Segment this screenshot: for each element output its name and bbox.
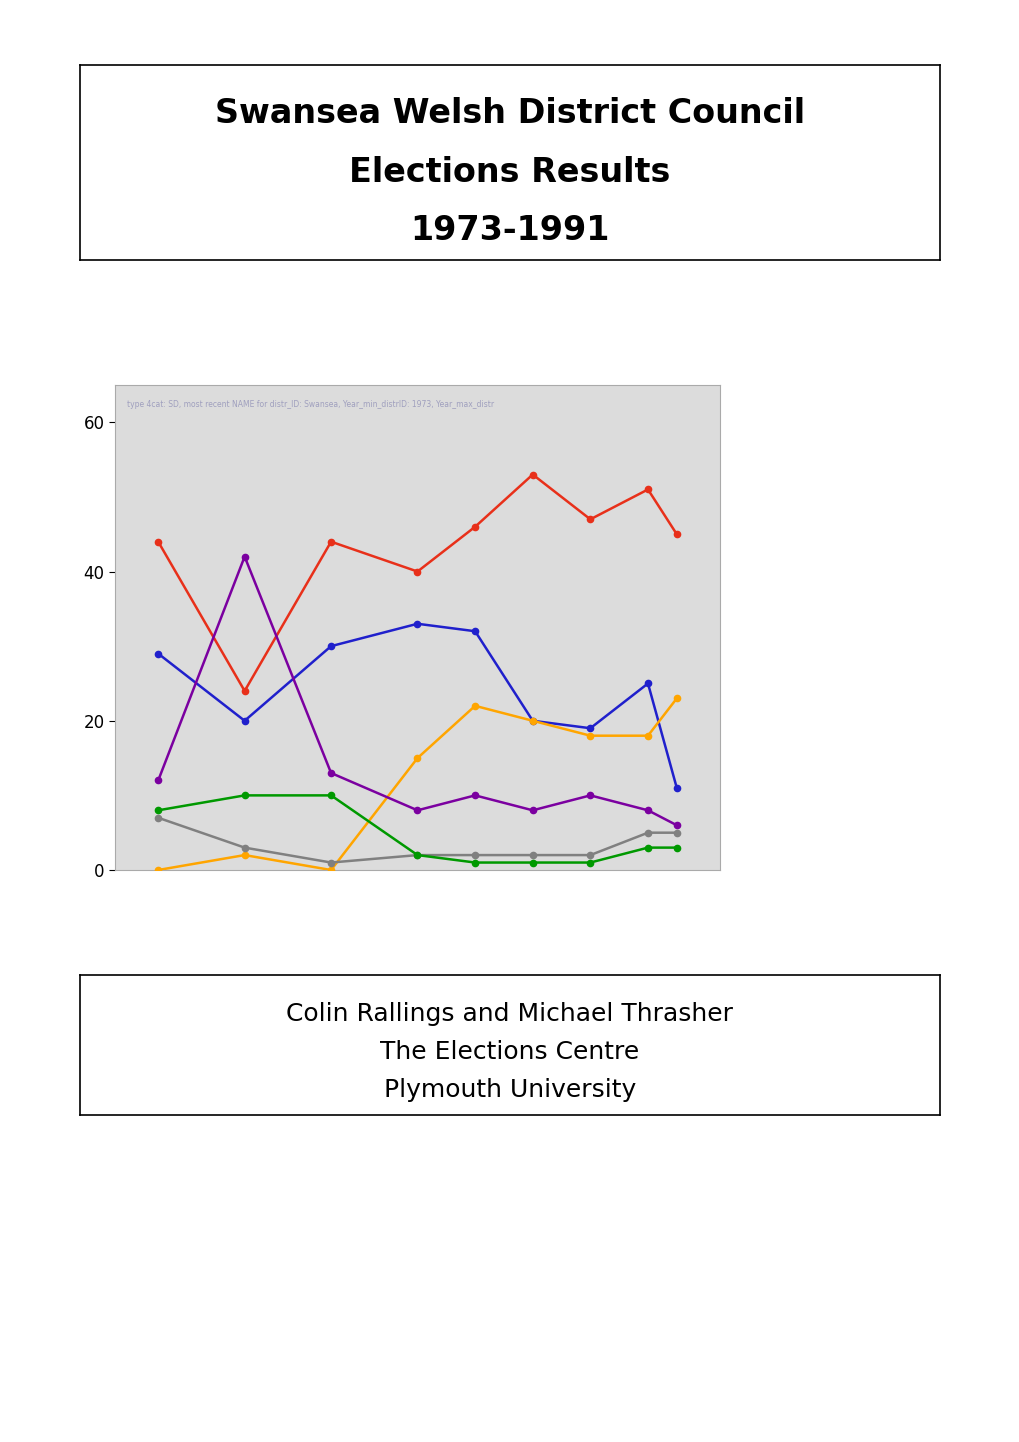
Text: type 4cat: SD, most recent NAME for distr_ID: Swansea, Year_min_distrID: 1973, Y: type 4cat: SD, most recent NAME for dist… bbox=[127, 399, 494, 408]
Text: The Elections Centre: The Elections Centre bbox=[380, 1040, 639, 1064]
Text: 1973-1991: 1973-1991 bbox=[410, 215, 609, 247]
Text: Elections Results: Elections Results bbox=[348, 156, 671, 189]
Text: Plymouth University: Plymouth University bbox=[383, 1077, 636, 1102]
Text: Swansea Welsh District Council: Swansea Welsh District Council bbox=[215, 97, 804, 130]
Text: Colin Rallings and Michael Thrasher: Colin Rallings and Michael Thrasher bbox=[286, 1002, 733, 1027]
